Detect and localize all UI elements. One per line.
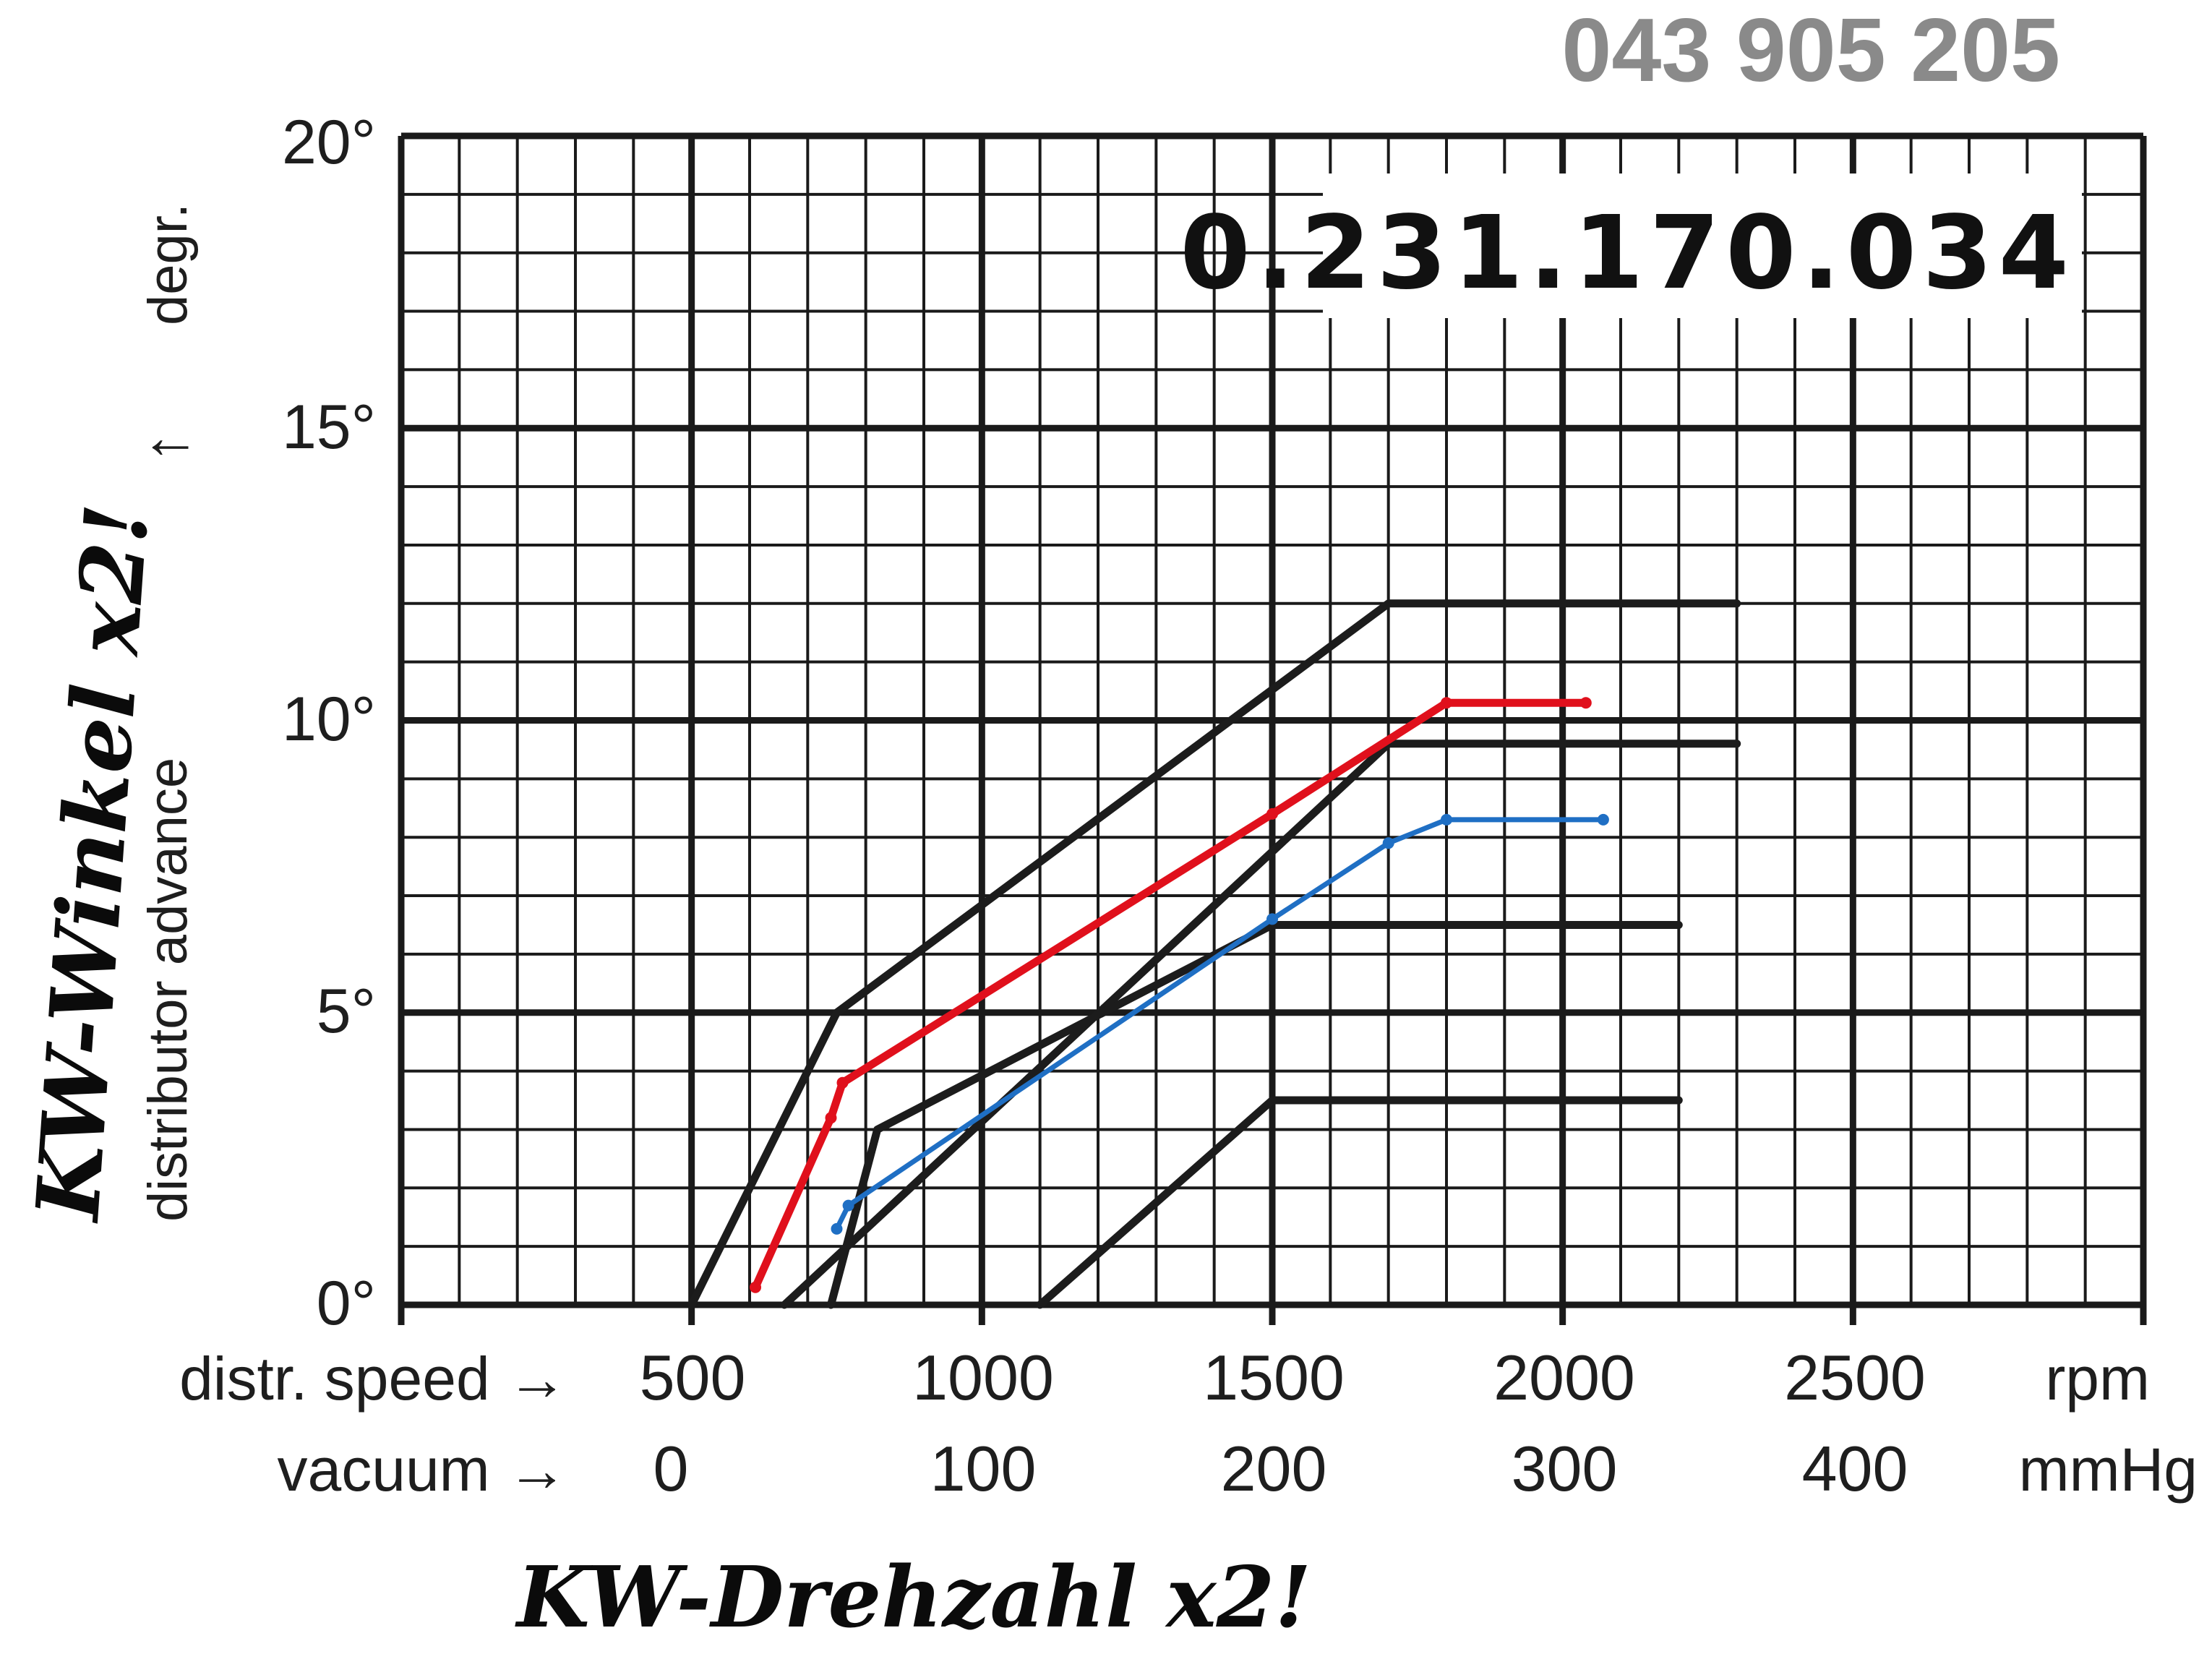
x-axis-vacuum-unit: mmHg [2019, 1436, 2198, 1504]
blue-curve-point [1597, 813, 1609, 826]
tolerance-line [780, 740, 1741, 1309]
x-speed-tick-label: 2000 [1493, 1342, 1635, 1413]
y-axis-unit: degr. [137, 203, 199, 325]
spec-number-box [1323, 173, 2082, 318]
red-curve-point [1266, 807, 1278, 820]
blue-curve-point [842, 1199, 854, 1212]
y-tick-label: 0° [317, 1269, 376, 1338]
red-curve-point [1441, 697, 1452, 709]
tolerance-line [687, 599, 1741, 1309]
y-tick-labels: 0° 5° 10° 15° 20° [282, 108, 376, 1338]
x-vacuum-tick-label: 200 [1221, 1433, 1327, 1504]
tolerance-line [827, 921, 1683, 1309]
x-speed-tick-label: 1000 [912, 1342, 1054, 1413]
tolerance-line [1036, 1096, 1683, 1309]
chart-grid [398, 132, 2147, 1325]
y-tick-label: 20° [282, 108, 376, 177]
chart-series [687, 599, 1741, 1309]
blue-curve-point [1441, 813, 1452, 826]
red-curve-point [825, 1112, 837, 1124]
x-vacuum-tick-label: 100 [930, 1433, 1037, 1504]
x-axis-vacuum-label: vacuum → [278, 1436, 567, 1504]
x-speed-tick-labels: 500 1000 1500 2000 2500 [640, 1342, 1926, 1413]
part-number: 043 905 205 [1561, 1, 2060, 100]
y-tick-label: 5° [317, 977, 376, 1046]
blue-curve-point [1382, 837, 1394, 849]
x-vacuum-tick-labels: 0 100 200 300 400 [653, 1433, 1908, 1504]
x-speed-tick-label: 2500 [1784, 1342, 1926, 1413]
x-vacuum-tick-label: 0 [653, 1433, 689, 1504]
x-speed-tick-label: 1500 [1203, 1342, 1345, 1413]
red-curve-point [836, 1076, 849, 1089]
red-curve-point [1579, 697, 1592, 709]
red-curve-point [750, 1281, 761, 1293]
y-tick-label: 15° [282, 393, 376, 462]
red-measured-curve [751, 698, 1590, 1292]
y-axis-title: distributor advance [137, 758, 199, 1222]
y-axis-arrow: ↑ [132, 432, 200, 463]
x-axis-speed-unit: rpm [2045, 1345, 2150, 1413]
x-vacuum-tick-label: 300 [1512, 1433, 1618, 1504]
y-tick-label: 10° [282, 685, 376, 754]
blue-measured-curve [834, 817, 1606, 1232]
handwritten-speed-note: KW-Drehzahl x2! [515, 1548, 1311, 1647]
blue-curve-point [831, 1222, 843, 1235]
x-axis-speed-label: distr. speed → [179, 1345, 567, 1413]
spec-number: 0.231.170.034 [1180, 194, 2075, 312]
x-vacuum-tick-label: 400 [1802, 1433, 1908, 1504]
x-speed-tick-label: 500 [640, 1342, 746, 1413]
blue-curve-point [1266, 913, 1278, 925]
